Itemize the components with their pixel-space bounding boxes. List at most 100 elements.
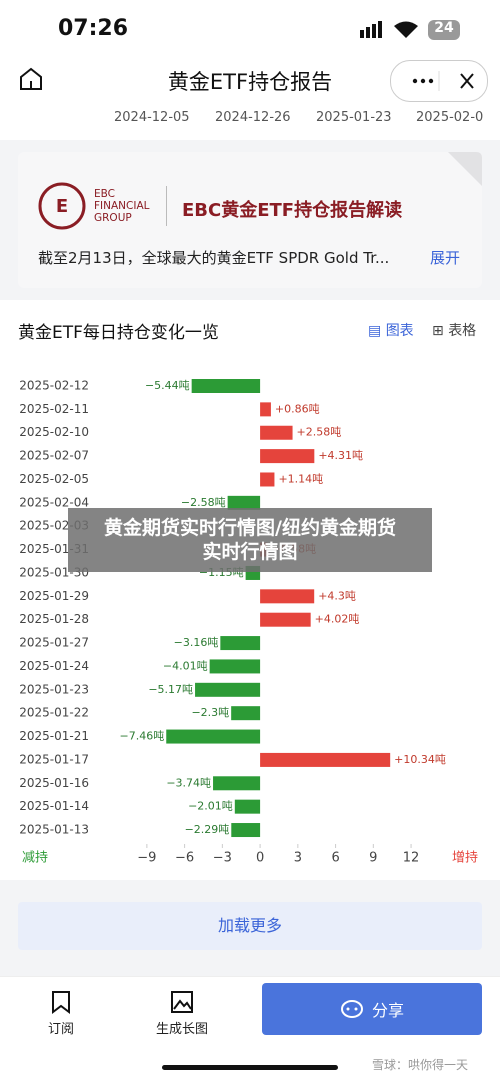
x-tick-label: 3	[294, 851, 302, 866]
logo-text: EBC FINANCIAL GROUP	[94, 188, 150, 224]
date-tab[interactable]: 2024-12-05	[114, 110, 190, 125]
status-icons	[360, 20, 460, 40]
y-tick-label: 2025-02-11	[19, 402, 89, 416]
bar	[260, 425, 293, 440]
y-tick-label: 2025-01-14	[19, 799, 89, 813]
x-tick-label: 0	[256, 851, 264, 866]
bar	[260, 752, 391, 767]
share-button[interactable]: 分享	[262, 983, 482, 1035]
bar	[231, 823, 261, 838]
date-tab[interactable]: 2024-12-26	[215, 110, 291, 125]
nav-title: 黄金ETF持仓报告	[167, 70, 333, 94]
value-label: +4.31吨	[318, 449, 363, 462]
y-tick-label: 2025-01-23	[19, 682, 89, 696]
bar	[191, 379, 261, 393]
y-tick-label: 2025-02-04	[19, 495, 89, 509]
bar	[231, 706, 261, 721]
value-label: +2.58吨	[297, 426, 342, 439]
subscribe-button[interactable]: 订阅	[47, 1022, 74, 1037]
y-tick-label: 2025-02-05	[19, 472, 89, 486]
chart-tab-label: 图表	[385, 323, 414, 339]
value-label: +1.14吨	[278, 472, 323, 485]
bar	[213, 776, 261, 791]
y-tick-label: 2025-01-28	[19, 612, 89, 626]
x-left-label: 减持	[22, 851, 48, 866]
y-tick-label: 2025-01-29	[19, 589, 89, 603]
y-tick-label: 2025-02-12	[19, 379, 89, 393]
date-tab[interactable]: 2025-01-23	[316, 110, 392, 125]
battery-level: 24	[434, 20, 454, 36]
long-image-button[interactable]: 生成长图	[155, 1022, 208, 1037]
value-label: −2.3吨	[191, 706, 229, 719]
share-label: 分享	[371, 1001, 404, 1020]
x-tick-label: −9	[137, 851, 156, 866]
value-label: +4.02吨	[315, 613, 360, 626]
y-tick-label: 2025-01-21	[19, 729, 89, 743]
value-label: −5.44吨	[145, 379, 190, 392]
bar	[195, 682, 261, 697]
section-title: 黄金ETF每日持仓变化一览	[18, 323, 219, 343]
y-tick-label: 2025-01-22	[19, 706, 89, 720]
y-tick-label: 2025-02-07	[19, 449, 89, 463]
value-label: +0.86吨	[275, 402, 320, 415]
value-label: −2.58吨	[181, 496, 226, 509]
table-tab-label: 表格	[448, 323, 477, 339]
y-tick-label: 2025-01-17	[19, 752, 89, 766]
status-time: 07:26	[58, 16, 129, 41]
date-tab[interactable]: 2025-02-0	[416, 110, 484, 125]
x-tick-label: 6	[331, 851, 339, 866]
x-tick-label: 9	[369, 851, 377, 866]
subscribe-icon	[52, 991, 70, 1014]
value-label: −7.46吨	[120, 730, 165, 743]
x-tick-label: −6	[175, 851, 194, 866]
value-label: −4.01吨	[163, 659, 208, 672]
x-right-label: 增持	[452, 851, 478, 866]
card-corner	[448, 152, 482, 186]
svg-text:E: E	[56, 196, 68, 217]
logo-line: EBC	[94, 188, 115, 200]
card-summary: 截至2月13日，全球最大的黄金ETF SPDR Gold Tr...	[38, 249, 390, 267]
bar	[209, 659, 261, 674]
y-tick-label: 2025-02-10	[19, 425, 89, 439]
card-title: EBC黄金ETF持仓报告解读	[182, 200, 403, 221]
logo-line: FINANCIAL	[94, 200, 150, 212]
bar	[166, 729, 261, 744]
y-tick-label: 2025-01-27	[19, 636, 89, 650]
overlay-text: 黄金期货实时行情图/纽约黄金期货实时行情图	[104, 517, 396, 563]
table-tab[interactable]: ⊞ 表格	[432, 323, 477, 339]
bar	[260, 472, 275, 487]
value-label: −3.16吨	[174, 636, 219, 649]
value-label: −3.74吨	[166, 776, 211, 789]
value-label: +10.34吨	[394, 753, 446, 766]
x-tick-label: −3	[213, 851, 232, 866]
bar	[227, 495, 261, 510]
chart: −9 −6 −3 0 3 6 9 12 减持 增持 2025-02-12 −5.44吨 2025-02-…	[19, 379, 478, 866]
overlay-banner: 黄金期货实时行情图/纽约黄金期货实时行情图	[68, 508, 432, 572]
bar	[260, 449, 315, 464]
date-tabs: 2024-12-05 2024-12-26 2025-01-23 2025-02…	[110, 110, 500, 130]
y-tick-label: 2025-01-24	[19, 659, 89, 673]
bar	[260, 612, 311, 627]
report-card[interactable]	[18, 152, 482, 288]
bar	[234, 799, 261, 814]
value-label: +4.3吨	[318, 589, 356, 602]
ebc-logo: E	[38, 182, 86, 230]
value-label: −5.17吨	[148, 683, 193, 696]
bar	[260, 402, 271, 417]
bar	[220, 636, 261, 651]
value-label: −2.01吨	[188, 800, 233, 813]
load-more-button[interactable]: 加载更多	[18, 902, 482, 950]
watermark: 雪球：哄你得一天	[372, 1058, 469, 1072]
y-tick-label: 2025-01-13	[19, 823, 89, 837]
expand-link[interactable]: 展开	[430, 249, 461, 267]
home-icon[interactable]	[18, 66, 44, 92]
logo-line: GROUP	[94, 212, 132, 224]
chart-tab[interactable]: ▤ 图表	[368, 323, 414, 339]
y-tick-label: 2025-01-16	[19, 776, 89, 790]
capsule-menu[interactable]	[390, 60, 488, 102]
bar	[260, 589, 315, 604]
value-label: −2.29吨	[185, 823, 230, 836]
home-indicator	[162, 1065, 338, 1070]
long-image-icon	[171, 991, 193, 1013]
